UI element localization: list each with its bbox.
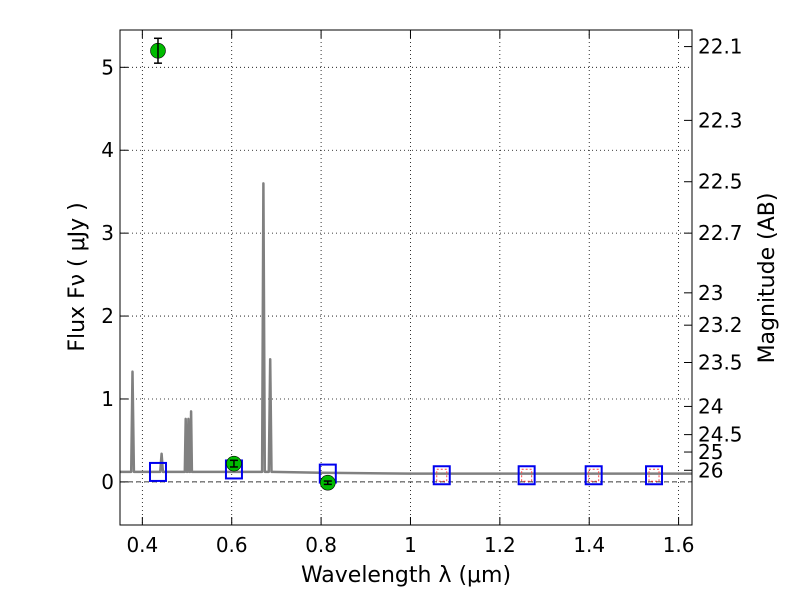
upper-limit-square	[648, 468, 660, 482]
grid	[120, 30, 692, 525]
right-tick-label: 22.1	[698, 35, 743, 59]
axis-ticks: 0.4 0.6 0.8 1 1.2 1.4 1.601234522.122.322.522.…	[101, 30, 743, 557]
right-tick-label: 22.5	[698, 170, 743, 194]
right-tick-label: 26	[698, 458, 723, 482]
x-tick-label: 1.2	[484, 533, 516, 557]
x-tick-label: 0.6	[216, 533, 248, 557]
plot-frame	[119, 29, 693, 526]
upper-limit-square	[588, 468, 600, 482]
y-tick-label: 4	[101, 138, 114, 162]
y-tick-label: 2	[101, 304, 114, 328]
right-tick-label: 24	[698, 394, 723, 418]
upper-limit-square	[521, 468, 533, 482]
y-tick-label: 3	[101, 221, 114, 245]
model-point-square	[517, 465, 536, 486]
right-tick-label: 22.7	[698, 221, 743, 245]
model-point-square	[584, 465, 603, 486]
model-point-square	[432, 465, 451, 486]
x-tick-label: 0.8	[305, 533, 337, 557]
right-axis-label: Magnitude (AB)	[755, 193, 780, 364]
x-tick-label: 0.4	[126, 533, 158, 557]
right-tick-label: 25	[698, 440, 723, 464]
plot-data	[120, 37, 692, 491]
y-tick-label: 5	[101, 55, 114, 79]
model-point-square	[645, 465, 664, 486]
y-tick-label: 1	[101, 387, 114, 411]
right-tick-label: 22.3	[698, 108, 743, 132]
y-axis-label: Flux Fν ( μJy )	[65, 202, 90, 351]
right-tick-label: 23.2	[698, 313, 743, 337]
model-point-square	[148, 461, 167, 482]
x-axis-label: Wavelength λ (μm)	[301, 563, 511, 588]
right-tick-label: 23	[698, 281, 723, 305]
right-tick-label: 23.5	[698, 350, 743, 374]
right-tick-label: 24.5	[698, 423, 743, 447]
x-tick-label: 1	[404, 533, 417, 557]
x-tick-label: 1.4	[573, 533, 605, 557]
x-tick-label: 1.6	[663, 533, 695, 557]
spectrum-line	[120, 182, 692, 475]
y-tick-label: 0	[101, 470, 114, 494]
upper-limit-square	[436, 468, 448, 482]
